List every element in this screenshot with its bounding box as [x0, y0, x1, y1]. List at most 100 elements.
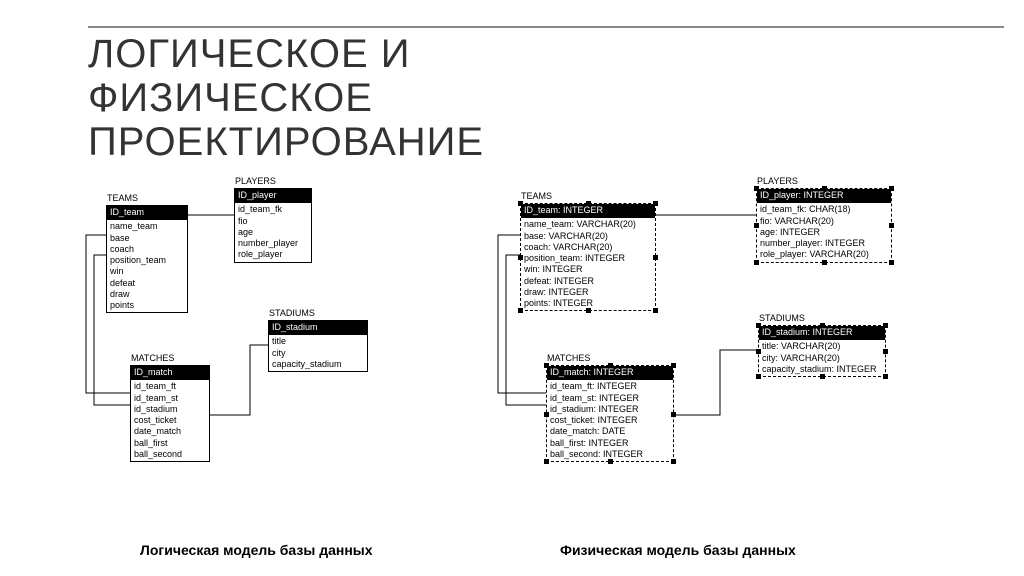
selection-handle[interactable] [653, 255, 658, 260]
entity-field: draw [110, 289, 184, 300]
entity-stadiums: STADIUMSID_stadiumtitlecitycapacity_stad… [268, 320, 368, 372]
page-title: ЛОГИЧЕСКОЕ И ФИЗИЧЕСКОЕ ПРОЕКТИРОВАНИЕ [88, 32, 484, 164]
selection-handle[interactable] [756, 323, 761, 328]
entity-field: title: VARCHAR(20) [762, 341, 882, 352]
selection-handle[interactable] [671, 412, 676, 417]
entity-teams: TEAMSID_teamname_teambasecoachposition_t… [106, 205, 188, 313]
entity-field: age [238, 227, 308, 238]
selection-handle[interactable] [544, 459, 549, 464]
entity-pk: ID_team [107, 206, 187, 220]
selection-handle[interactable] [754, 260, 759, 265]
entity-field: position_team [110, 255, 184, 266]
entity-field: number_player [238, 238, 308, 249]
entity-field: draw: INTEGER [524, 287, 652, 298]
selection-handle[interactable] [653, 308, 658, 313]
entity-pk: ID_match: INTEGER [547, 366, 673, 380]
entity-field: role_player [238, 249, 308, 260]
entity-field: id_team_fk [238, 204, 308, 215]
entity-field: ball_first: INTEGER [550, 438, 670, 449]
selection-handle[interactable] [518, 201, 523, 206]
selection-handle[interactable] [608, 363, 613, 368]
entity-fields: id_team_fk: CHAR(18)fio: VARCHAR(20)age:… [757, 203, 891, 261]
entity-label: PLAYERS [235, 176, 276, 187]
entity-field: name_team [110, 221, 184, 232]
entity-field: ball_second [134, 449, 206, 460]
entity-field: id_stadium [134, 404, 206, 415]
entity-fields: titlecitycapacity_stadium [269, 335, 367, 371]
entity-field: number_player: INTEGER [760, 238, 888, 249]
entity-field: points [110, 300, 184, 311]
entity-label: PLAYERS [757, 176, 798, 187]
entity-field: fio: VARCHAR(20) [760, 216, 888, 227]
er-diagram-area: TEAMS ID_teamname_teambasecoachposition_t… [0, 175, 1024, 505]
entity-pk: ID_team: INTEGER [521, 204, 655, 218]
selection-handle[interactable] [820, 374, 825, 379]
entity-field: defeat: INTEGER [524, 276, 652, 287]
entity-matches: MATCHESID_matchid_team_ftid_team_stid_st… [130, 365, 210, 462]
selection-handle[interactable] [820, 323, 825, 328]
selection-handle[interactable] [653, 201, 658, 206]
entity-field: date_match [134, 426, 206, 437]
title-rule [88, 26, 1004, 28]
selection-handle[interactable] [518, 255, 523, 260]
selection-handle[interactable] [822, 260, 827, 265]
entity-field: date_match: DATE [550, 426, 670, 437]
entity-field: defeat [110, 278, 184, 289]
relationship-line [674, 350, 758, 415]
entity-stadiums: STADIUMSID_stadium: INTEGERtitle: VARCHA… [758, 325, 886, 377]
entity-field: capacity_stadium [272, 359, 364, 370]
entity-field: id_stadium: INTEGER [550, 404, 670, 415]
entity-field: win [110, 266, 184, 277]
entity-field: id_team_st: INTEGER [550, 393, 670, 404]
caption-logical: Логическая модель базы данных [140, 542, 373, 558]
selection-handle[interactable] [586, 201, 591, 206]
entity-field: id_team_st [134, 393, 206, 404]
entity-pk: ID_player: INTEGER [757, 189, 891, 203]
entity-field: base [110, 233, 184, 244]
selection-handle[interactable] [889, 260, 894, 265]
entity-field: name_team: VARCHAR(20) [524, 219, 652, 230]
entity-field: cost_ticket [134, 415, 206, 426]
entity-field: win: INTEGER [524, 264, 652, 275]
entity-fields: id_team_ftid_team_stid_stadiumcost_ticke… [131, 380, 209, 461]
selection-handle[interactable] [586, 308, 591, 313]
selection-handle[interactable] [544, 363, 549, 368]
entity-field: cost_ticket: INTEGER [550, 415, 670, 426]
selection-handle[interactable] [756, 349, 761, 354]
entity-field: base: VARCHAR(20) [524, 231, 652, 242]
entity-fields: name_teambasecoachposition_teamwindefeat… [107, 220, 187, 312]
entity-field: title [272, 336, 364, 347]
selection-handle[interactable] [883, 349, 888, 354]
caption-physical: Физическая модель базы данных [560, 542, 796, 558]
entity-label: TEAMS [521, 191, 552, 202]
relationship-line [210, 345, 268, 415]
entity-label: TEAMS [107, 193, 138, 204]
entity-fields: id_team_fkfioagenumber_playerrole_player [235, 203, 311, 261]
entity-players: PLAYERSID_player: INTEGERid_team_fk: CHA… [756, 188, 892, 263]
entity-field: coach: VARCHAR(20) [524, 242, 652, 253]
selection-handle[interactable] [671, 363, 676, 368]
selection-handle[interactable] [889, 223, 894, 228]
entity-players: PLAYERSID_playerid_team_fkfioagenumber_p… [234, 188, 312, 263]
selection-handle[interactable] [883, 374, 888, 379]
entity-label: MATCHES [547, 353, 590, 364]
selection-handle[interactable] [883, 323, 888, 328]
entity-field: position_team: INTEGER [524, 253, 652, 264]
entity-label: MATCHES [131, 353, 174, 364]
selection-handle[interactable] [754, 223, 759, 228]
entity-fields: id_team_ft: INTEGERid_team_st: INTEGERid… [547, 380, 673, 461]
selection-handle[interactable] [756, 374, 761, 379]
selection-handle[interactable] [518, 308, 523, 313]
selection-handle[interactable] [822, 186, 827, 191]
entity-pk: ID_stadium [269, 321, 367, 335]
selection-handle[interactable] [544, 412, 549, 417]
entity-field: id_team_ft [134, 381, 206, 392]
entity-pk: ID_match [131, 366, 209, 380]
selection-handle[interactable] [608, 459, 613, 464]
selection-handle[interactable] [754, 186, 759, 191]
entity-field: id_team_ft: INTEGER [550, 381, 670, 392]
entity-label: STADIUMS [759, 313, 805, 324]
selection-handle[interactable] [889, 186, 894, 191]
selection-handle[interactable] [671, 459, 676, 464]
entity-field: city: VARCHAR(20) [762, 353, 882, 364]
